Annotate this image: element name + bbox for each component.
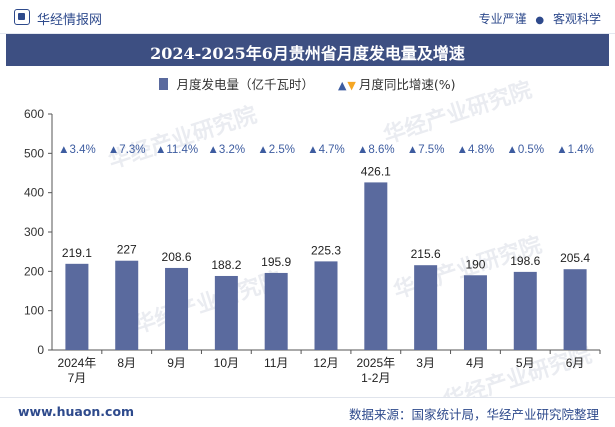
y-tick-label: 200 [24,264,44,278]
x-tick-label: 2025年 [356,356,395,370]
brand-tags: 专业严谨 ● 客观科学 [479,10,601,27]
legend-item-growth: ▲▼ 月度同比增速(%) [338,74,456,93]
y-tick-label: 500 [24,146,44,160]
bar-value-label: 205.4 [560,251,590,265]
y-tick-label: 100 [24,304,44,318]
x-tick-label: 2024年 [58,356,97,370]
x-tick-label: 4月 [466,356,485,370]
bar-value-label: 227 [117,243,137,257]
triangle-down-icon: ▼ [347,79,356,92]
y-tick-label: 300 [24,225,44,239]
chart-legend: 月度发电量（亿千瓦时） ▲▼ 月度同比增速(%) [0,74,615,94]
growth-rate-label: ▲0.5% [506,144,544,156]
x-tick-label: 6月 [566,356,585,370]
x-tick-label: 3月 [416,356,435,370]
growth-rate-label: ▲11.4% [155,144,198,156]
growth-rate-label: ▲2.5% [257,144,295,156]
x-tick-label: 5月 [516,356,535,370]
x-tick-label: 11月 [264,356,288,370]
bar [513,271,537,350]
growth-rate-label: ▲4.8% [457,144,495,156]
growth-rate-label: ▲3.2% [208,144,246,156]
growth-rate-label: ▲1.4% [556,144,594,156]
bar-value-label: 188.2 [211,258,241,272]
legend-label-generation: 月度发电量（亿千瓦时） [176,77,314,92]
brand-logo-icon [14,9,30,25]
triangle-up-icon: ▲ [337,79,347,92]
footer: www.huaon.com 数据来源：国家统计局，华经产业研究院整理 [0,397,615,427]
footer-site: www.huaon.com [18,404,135,419]
bar [214,275,238,350]
bar-value-label: 208.6 [162,250,192,264]
bar-value-label: 225.3 [311,243,341,257]
bar [115,260,139,350]
growth-rate-label: ▲4.7% [307,144,345,156]
x-tick-label: 7月 [68,371,87,385]
x-tick-label: 9月 [167,356,186,370]
growth-rate-label: ▲8.6% [357,144,395,156]
legend-label-growth: 月度同比增速(%) [358,77,456,92]
bar [364,182,388,350]
dot-separator-icon: ● [535,15,545,26]
bar-value-label: 426.1 [361,164,391,178]
growth-rate-label: ▲7.5% [407,144,445,156]
bar [165,267,189,350]
bar-value-label: 190 [465,257,485,271]
bar [65,263,89,350]
brand-name: 华经情报网 [37,13,103,28]
title-bar: 2024-2025年6月贵州省月度发电量及增速 [6,34,609,66]
bar-swatch-icon [159,78,169,90]
bar [314,261,338,350]
bar-value-label: 215.6 [411,247,441,261]
tag-professional: 专业严谨 [478,12,527,26]
bar-value-label: 198.6 [510,254,540,268]
x-tick-label: 10月 [214,356,239,370]
y-tick-label: 0 [37,343,44,357]
growth-rate-label: ▲3.4% [58,144,96,156]
bar [414,265,438,350]
y-tick-label: 400 [24,186,44,200]
bar [463,275,487,350]
chart-title: 2024-2025年6月贵州省月度发电量及增速 [150,44,465,63]
growth-rate-label: ▲7.3% [108,144,146,156]
footer-source: 数据来源：国家统计局，华经产业研究院整理 [348,407,599,422]
bar [264,272,288,350]
top-bar: 华经情报网 专业严谨 ● 客观科学 [0,0,615,34]
x-tick-label: 12月 [313,356,338,370]
y-tick-label: 600 [24,107,44,121]
tag-objective: 客观科学 [552,12,601,26]
bar [563,269,587,350]
bar-value-label: 219.1 [62,246,92,260]
x-tick-label: 8月 [117,356,136,370]
x-tick-label: 1-2月 [361,371,390,385]
bar-value-label: 195.9 [261,255,291,269]
legend-item-generation: 月度发电量（亿千瓦时） [159,74,314,93]
